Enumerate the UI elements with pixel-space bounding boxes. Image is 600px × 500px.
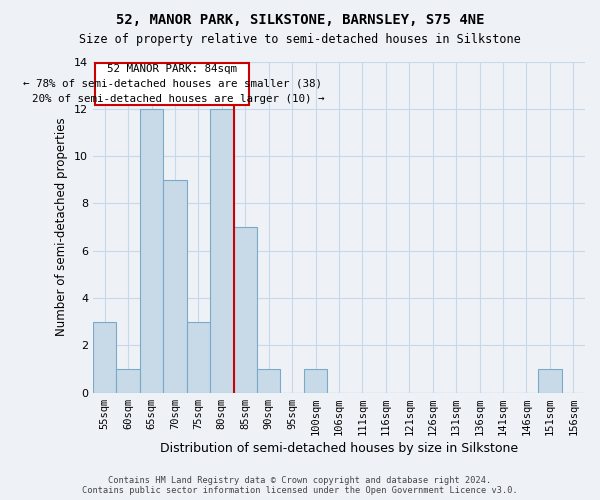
Bar [304,369,327,392]
Bar [210,109,233,393]
Y-axis label: Number of semi-detached properties: Number of semi-detached properties [55,118,68,336]
X-axis label: Distribution of semi-detached houses by size in Silkstone: Distribution of semi-detached houses by … [160,442,518,455]
Bar [140,109,163,393]
Text: 52, MANOR PARK, SILKSTONE, BARNSLEY, S75 4NE: 52, MANOR PARK, SILKSTONE, BARNSLEY, S75… [116,12,484,26]
Bar [163,180,187,392]
Bar [538,369,562,392]
Bar [93,322,116,392]
Bar [257,369,280,392]
Bar [116,369,140,392]
Text: Contains HM Land Registry data © Crown copyright and database right 2024.
Contai: Contains HM Land Registry data © Crown c… [82,476,518,495]
Text: Size of property relative to semi-detached houses in Silkstone: Size of property relative to semi-detach… [79,32,521,46]
Text: 52 MANOR PARK: 84sqm
← 78% of semi-detached houses are smaller (38)
  20% of sem: 52 MANOR PARK: 84sqm ← 78% of semi-detac… [19,64,325,104]
Bar [233,227,257,392]
Bar [187,322,210,392]
FancyBboxPatch shape [95,62,249,106]
